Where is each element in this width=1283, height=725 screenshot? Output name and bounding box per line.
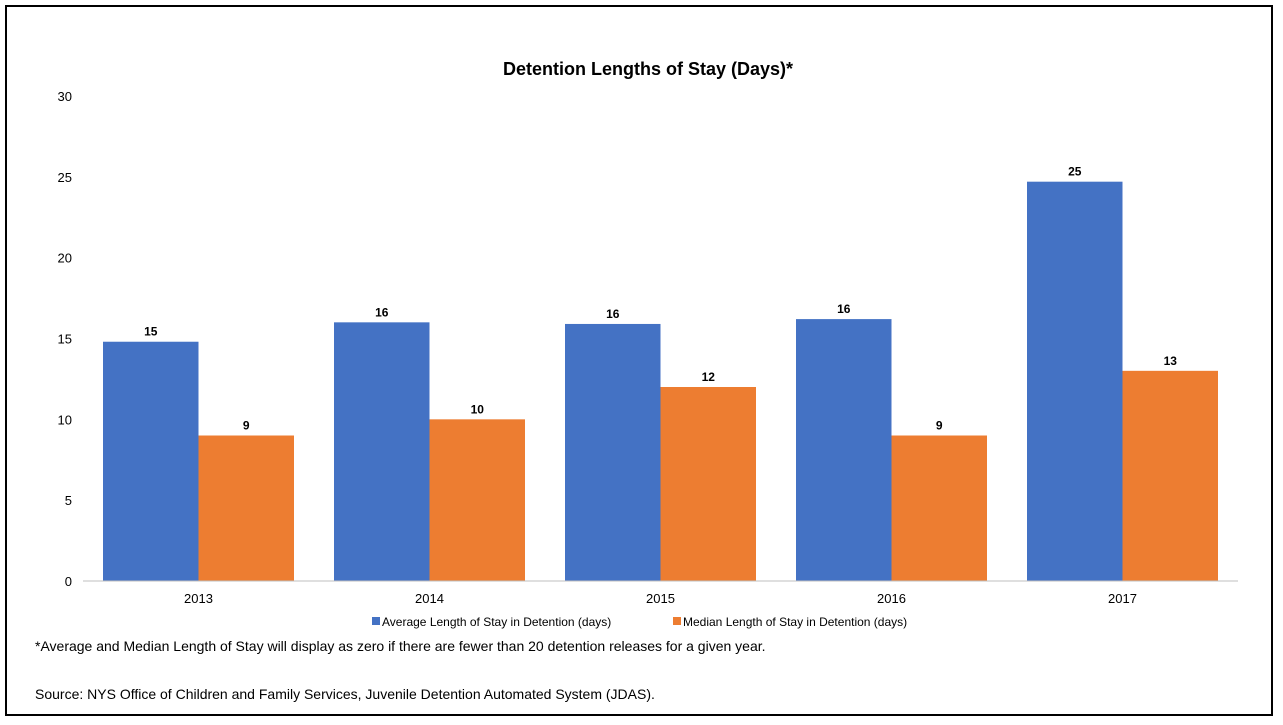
data-label: 13	[1164, 354, 1178, 368]
data-label: 16	[837, 302, 851, 316]
legend-swatch	[372, 617, 380, 625]
bar-median-2016	[891, 435, 987, 581]
x-tick-label: 2013	[184, 591, 213, 606]
data-label: 16	[375, 305, 389, 319]
y-tick-label: 20	[58, 251, 72, 266]
source-note: Source: NYS Office of Children and Famil…	[35, 686, 655, 702]
x-tick-label: 2017	[1108, 591, 1137, 606]
data-label: 15	[144, 325, 158, 339]
x-axis: 2013 2014 2015 2016 2017	[83, 580, 1238, 606]
y-tick-label: 15	[58, 332, 72, 347]
y-tick-label: 25	[58, 170, 72, 185]
legend: Average Length of Stay in Detention (day…	[372, 615, 907, 629]
data-label: 9	[243, 419, 250, 433]
data-label: 16	[606, 307, 620, 321]
data-label: 25	[1068, 165, 1082, 179]
bar-average-2017	[1027, 181, 1123, 581]
bar-average-2015	[565, 323, 661, 581]
data-label: 10	[471, 402, 485, 416]
chart-title: Detention Lengths of Stay (Days)*	[503, 59, 793, 79]
x-tick-label: 2014	[415, 591, 444, 606]
bar-average-2016	[796, 319, 892, 581]
bar-median-2017	[1122, 370, 1218, 581]
bar-median-2014	[429, 419, 525, 581]
legend-label: Median Length of Stay in Detention (days…	[683, 615, 907, 629]
bar-median-2015	[660, 387, 756, 581]
legend-label: Average Length of Stay in Detention (day…	[382, 615, 611, 629]
data-label: 12	[702, 370, 716, 384]
bar-average-2013	[103, 341, 199, 581]
legend-swatch	[673, 617, 681, 625]
bars-group: 15 9 16 10 16 12 16 9 25 13	[103, 165, 1218, 581]
y-tick-label: 30	[58, 89, 72, 104]
data-label: 9	[936, 419, 943, 433]
footnote: *Average and Median Length of Stay will …	[35, 638, 766, 654]
y-tick-label: 0	[65, 574, 72, 589]
y-tick-label: 5	[65, 493, 72, 508]
bar-median-2013	[198, 435, 294, 581]
bar-average-2014	[334, 322, 430, 581]
y-tick-label: 10	[58, 412, 72, 427]
x-tick-label: 2015	[646, 591, 675, 606]
x-tick-label: 2016	[877, 591, 906, 606]
y-axis: 0 5 10 15 20 25 30	[58, 89, 72, 589]
